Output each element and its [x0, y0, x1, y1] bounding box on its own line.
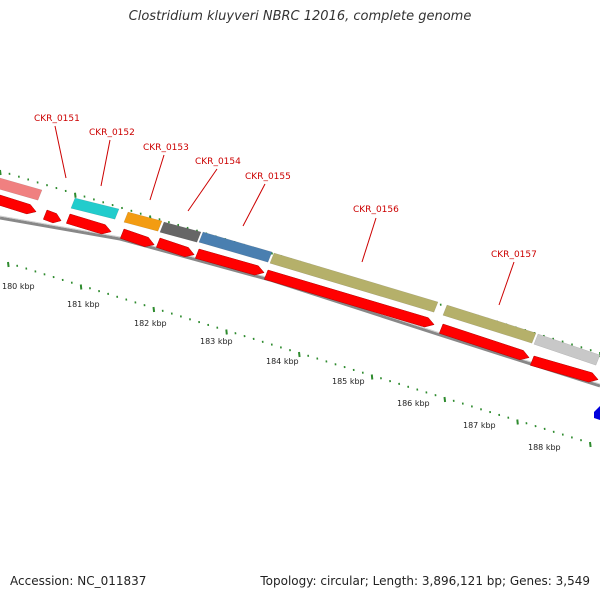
label-leader-line — [149, 154, 165, 201]
cds-arrow — [529, 355, 599, 383]
kbp-label-188: 188 kbp — [528, 443, 561, 452]
gene-label-ckr-0153: CKR_0153 — [143, 143, 189, 153]
label-leader-line — [54, 125, 67, 179]
feature-orange — [123, 211, 163, 232]
cds-arrow — [263, 269, 435, 328]
feature-khaki-1 — [269, 252, 439, 313]
inner-major-tick — [79, 284, 83, 290]
kbp-label-184: 184 kbp — [266, 357, 299, 366]
kbp-label-182: 182 kbp — [134, 319, 167, 328]
label-leader-line — [242, 183, 266, 227]
cds-arrow — [0, 194, 37, 215]
inner-major-tick — [152, 306, 156, 313]
cds-arrow — [65, 213, 112, 235]
inner-major-tick — [589, 441, 592, 448]
gene-label-ckr-0155: CKR_0155 — [245, 172, 291, 182]
label-leader-line — [100, 139, 111, 187]
inner-major-tick — [298, 351, 301, 358]
gene-label-ckr-0156: CKR_0156 — [353, 205, 399, 215]
gene-label-ckr-0151: CKR_0151 — [34, 114, 80, 124]
label-leader-line — [498, 261, 515, 306]
gene-label-ckr-0154: CKR_0154 — [195, 157, 241, 167]
inner-major-tick — [225, 329, 228, 335]
kbp-label-186: 186 kbp — [397, 399, 430, 408]
map-title: Clostridium kluyveri NBRC 12016, complet… — [128, 9, 472, 24]
inner-major-tick — [370, 374, 374, 380]
genome-summary-text: Topology: circular; Length: 3,896,121 bp… — [260, 574, 590, 588]
feature-khaki-2 — [442, 304, 537, 344]
kbp-label-183: 183 kbp — [200, 337, 233, 346]
cds-arrow — [438, 323, 530, 361]
inner-major-tick — [443, 396, 447, 403]
feature-pink — [0, 177, 43, 201]
label-leader-line — [361, 217, 377, 263]
kbp-label-181: 181 kbp — [67, 300, 100, 309]
inner-major-tick — [7, 261, 10, 268]
kbp-label-185: 185 kbp — [332, 377, 365, 386]
cds-arrow — [42, 209, 62, 224]
label-leader-line — [187, 168, 218, 212]
feature-cyan — [70, 197, 120, 220]
gene-label-ckr-0157: CKR_0157 — [491, 250, 537, 260]
kbp-label-187: 187 kbp — [463, 421, 496, 430]
cds-arrow — [194, 248, 265, 276]
feature-steel-blue — [198, 231, 273, 263]
feature-dark-gray — [159, 221, 202, 243]
accession-text: Accession: NC_011837 — [10, 574, 147, 588]
outer-major-tick — [74, 192, 77, 198]
feature-blue — [594, 406, 600, 420]
cds-arrow — [119, 228, 155, 247]
gene-label-ckr-0152: CKR_0152 — [89, 128, 135, 138]
cds-arrow — [155, 237, 195, 258]
feature-light-gray — [533, 333, 600, 366]
inner-major-tick — [516, 419, 519, 425]
outer-major-tick — [0, 169, 2, 176]
kbp-label-180: 180 kbp — [2, 282, 35, 291]
